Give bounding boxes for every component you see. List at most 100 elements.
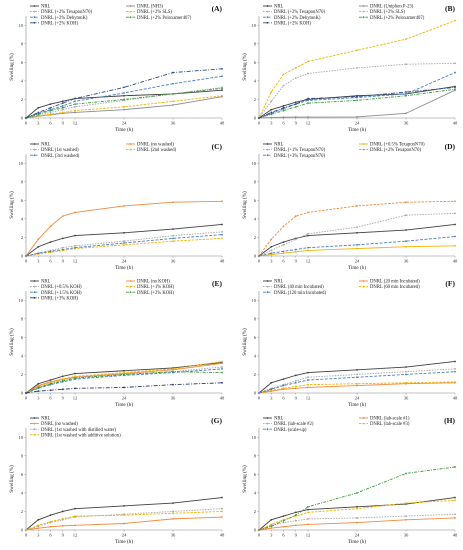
y-tick-label: 4 bbox=[254, 217, 257, 222]
series-line bbox=[258, 245, 456, 257]
legend-label: DNRL (+2% KOH) bbox=[274, 21, 312, 26]
legend-marker bbox=[362, 285, 365, 288]
y-tick-label: 0 bbox=[254, 254, 257, 259]
data-point bbox=[294, 381, 297, 384]
data-point bbox=[49, 113, 52, 116]
data-point bbox=[405, 112, 407, 115]
series-line bbox=[25, 516, 223, 531]
legend-marker bbox=[33, 433, 36, 436]
data-point bbox=[282, 106, 285, 109]
data-point bbox=[221, 366, 223, 368]
x-tick-label: 24 bbox=[122, 259, 127, 264]
data-point bbox=[221, 371, 223, 374]
data-point bbox=[221, 67, 223, 70]
data-point bbox=[356, 115, 358, 118]
data-point bbox=[294, 77, 297, 80]
data-point bbox=[356, 492, 358, 494]
legend-marker bbox=[362, 10, 365, 13]
data-point bbox=[294, 519, 297, 522]
x-axis-label: Time (h) bbox=[348, 401, 366, 408]
data-point bbox=[172, 104, 174, 106]
data-point bbox=[454, 513, 456, 516]
data-point bbox=[405, 201, 407, 204]
data-point bbox=[307, 517, 309, 520]
legend-label: DNRL (lab-scale #1) bbox=[370, 417, 410, 422]
legend-marker bbox=[362, 143, 365, 145]
data-point bbox=[49, 111, 52, 114]
data-point bbox=[294, 103, 297, 105]
data-point bbox=[454, 71, 456, 74]
y-tick-label: 2 bbox=[254, 97, 257, 102]
x-tick-label: 48 bbox=[220, 396, 225, 401]
data-point bbox=[37, 115, 40, 118]
x-tick-label: 36 bbox=[404, 533, 409, 538]
data-point bbox=[123, 231, 125, 234]
data-point bbox=[123, 369, 125, 372]
data-point bbox=[25, 392, 27, 394]
x-tick-label: 36 bbox=[404, 396, 409, 401]
legend-label: DNRL (+2% TexaponN70) bbox=[41, 10, 92, 15]
data-point bbox=[356, 231, 358, 234]
data-point bbox=[49, 520, 52, 523]
x-tick-label: 12 bbox=[73, 396, 78, 401]
data-point bbox=[454, 19, 456, 22]
legend-label: DNRL (lab-scale #3) bbox=[370, 422, 410, 427]
x-tick-label: 12 bbox=[306, 121, 311, 126]
legend-label: DNRL (Uniphon P-23) bbox=[370, 5, 414, 10]
y-axis-label: Swelling (%) bbox=[8, 328, 15, 356]
legend-label: NRL bbox=[274, 143, 284, 148]
data-point bbox=[356, 521, 358, 524]
data-point bbox=[74, 515, 76, 517]
y-tick-label: 8 bbox=[254, 41, 257, 46]
data-point bbox=[356, 99, 358, 102]
data-point bbox=[37, 238, 40, 241]
data-point bbox=[294, 385, 297, 388]
series-line bbox=[25, 89, 223, 119]
y-tick-label: 2 bbox=[254, 509, 257, 514]
data-point bbox=[61, 237, 64, 240]
data-point bbox=[307, 72, 309, 75]
legend-label: DNRL (+2% DehytonK) bbox=[41, 16, 88, 21]
data-point bbox=[221, 94, 223, 97]
data-point bbox=[307, 249, 309, 252]
x-tick-label: 0 bbox=[25, 396, 28, 401]
x-tick-label: 3 bbox=[37, 533, 40, 538]
x-tick-label: 6 bbox=[49, 121, 52, 126]
x-tick-label: 9 bbox=[62, 396, 65, 401]
data-point bbox=[454, 86, 456, 89]
series-line bbox=[258, 368, 456, 394]
legend-label: DNRL (scale-up) bbox=[274, 428, 307, 433]
y-axis-label: Swelling (%) bbox=[8, 53, 15, 81]
y-axis-label: Swelling (%) bbox=[241, 328, 248, 356]
data-point bbox=[61, 106, 64, 109]
legend-marker bbox=[266, 5, 269, 7]
data-point bbox=[25, 117, 27, 119]
data-point bbox=[454, 212, 456, 215]
data-point bbox=[282, 387, 285, 390]
legend-marker bbox=[266, 143, 269, 145]
legend-marker bbox=[33, 10, 36, 13]
y-tick-label: 10 bbox=[251, 435, 256, 440]
data-point bbox=[405, 63, 407, 66]
data-point bbox=[282, 105, 285, 107]
series-line bbox=[25, 224, 223, 257]
legend-marker bbox=[362, 16, 365, 19]
x-tick-label: 6 bbox=[49, 533, 52, 538]
data-point bbox=[123, 94, 125, 97]
panel-label: (C) bbox=[212, 142, 223, 151]
data-point bbox=[282, 519, 285, 522]
data-point bbox=[172, 240, 174, 243]
legend-label: DNRL (+3% KOH) bbox=[41, 296, 79, 301]
x-tick-label: 12 bbox=[73, 259, 78, 264]
legend-marker bbox=[33, 16, 36, 19]
legend-label: DNRL (no washed) bbox=[41, 422, 78, 427]
x-tick-label: 36 bbox=[171, 396, 176, 401]
legend-marker bbox=[266, 417, 269, 419]
data-point bbox=[61, 215, 64, 218]
data-point bbox=[258, 529, 260, 531]
series-line bbox=[25, 361, 223, 394]
data-point bbox=[454, 466, 456, 468]
y-tick-label: 6 bbox=[254, 335, 257, 340]
